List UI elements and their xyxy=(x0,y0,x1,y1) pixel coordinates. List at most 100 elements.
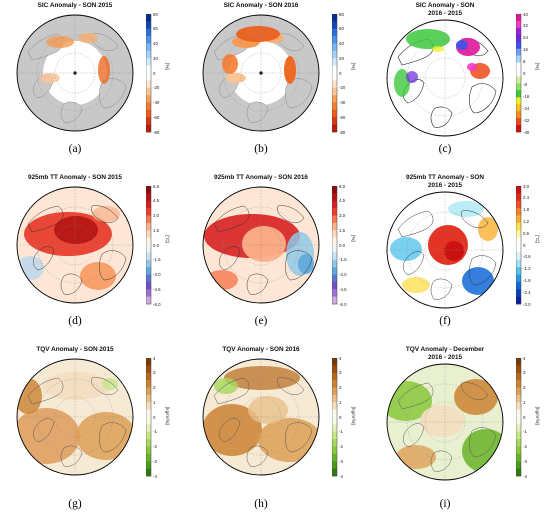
colorbar-tick-label: 4 xyxy=(339,355,342,361)
colorbar-tick-label: 0 xyxy=(153,414,156,420)
colorbar-tick-label: 1 xyxy=(339,399,342,405)
colorbar-swatch xyxy=(146,259,151,268)
colorbar-swatch xyxy=(146,36,151,44)
colorbar-swatch xyxy=(332,58,337,66)
colorbar-tick-label: -60 xyxy=(339,114,346,120)
map-panel: TQV Anomaly - SON 2015 4 3 2 1 0 -1 -2 -3 -4 [kg/m… xyxy=(0,344,183,516)
panel-title: SIC Anomaly - SON 2015 xyxy=(37,2,113,9)
colorbar-swatch xyxy=(516,237,521,246)
colorbar-swatch xyxy=(332,394,337,403)
colorbar-swatch xyxy=(332,124,337,133)
colorbar-swatch xyxy=(146,409,151,418)
colorbar-swatch xyxy=(516,125,521,133)
colorbar-swatch xyxy=(146,124,151,133)
colorbar xyxy=(516,186,522,305)
colorbar-swatch xyxy=(146,417,151,425)
anomaly-patch xyxy=(76,412,133,460)
anomaly-patch xyxy=(17,256,44,280)
colorbar-swatch xyxy=(516,111,521,119)
colorbar-unit-label: [%] xyxy=(351,63,356,70)
colorbar-tick-label: -16 xyxy=(523,94,530,100)
colorbar-tick-label: 20 xyxy=(153,55,158,61)
colorbar-swatch xyxy=(332,380,337,388)
colorbar xyxy=(332,186,338,305)
panel-caption: (f) xyxy=(439,315,451,327)
colorbar-swatch xyxy=(332,252,337,261)
colorbar-tick-label: -1.5 xyxy=(339,257,347,263)
colorbar-tick-label: 40 xyxy=(523,11,528,17)
colorbar-swatch xyxy=(146,267,151,275)
colorbar-tick-label: 6.0 xyxy=(339,183,346,189)
colorbar-tick-label: 4.5 xyxy=(339,198,346,204)
colorbar-swatch xyxy=(146,58,151,66)
colorbar-swatch xyxy=(146,21,151,30)
colorbar-swatch xyxy=(516,372,521,381)
colorbar-swatch xyxy=(516,76,521,84)
colorbar-swatch xyxy=(146,468,151,477)
anomaly-patch xyxy=(420,405,464,437)
colorbar-swatch xyxy=(146,87,151,96)
map-panel: 925mb TT Anomaly - SON 2015 6.0 4.5 3.0 1.5 0… xyxy=(0,172,183,344)
map-border xyxy=(202,186,320,304)
colorbar-swatch xyxy=(516,193,521,202)
colorbar-frame xyxy=(332,186,338,305)
colorbar-swatch xyxy=(332,14,337,22)
colorbar-tick-label: -1 xyxy=(153,429,157,435)
colorbar-tick-label: 0 xyxy=(153,70,156,76)
map-border xyxy=(16,358,134,476)
anomaly-patch xyxy=(456,40,468,50)
colorbar-tick-label: 20 xyxy=(339,55,344,61)
colorbar-tick-label: -3.0 xyxy=(339,272,347,277)
anomaly-patch xyxy=(454,379,498,415)
anomaly-patch xyxy=(78,33,98,43)
colorbar-swatch xyxy=(146,402,151,410)
colorbar-tick-label: -1 xyxy=(523,429,527,435)
anomaly-patch xyxy=(224,366,300,390)
colorbar-swatch xyxy=(516,417,521,425)
colorbar xyxy=(332,14,338,133)
colorbar-tick-label: 3 xyxy=(153,370,156,376)
colorbar-unit-label: [kg/m²/s] xyxy=(535,407,540,425)
colorbar-swatch xyxy=(516,402,521,410)
colorbar-swatch xyxy=(332,245,337,253)
colorbar-swatch xyxy=(332,21,337,30)
colorbar xyxy=(146,186,152,305)
colorbar-tick-label: -4.5 xyxy=(339,286,347,292)
anomaly-patch xyxy=(284,56,296,84)
colorbar-tick-label: -1.8 xyxy=(523,277,531,283)
colorbar-swatch xyxy=(516,252,521,261)
colorbar-swatch xyxy=(332,439,337,447)
colorbar-swatch xyxy=(332,289,337,297)
panel-caption: (e) xyxy=(254,315,268,327)
panel-caption: (g) xyxy=(68,498,82,510)
panel-title: TQV Anomaly - SON 2015 xyxy=(36,346,114,353)
colorbar-tick-label: -80 xyxy=(153,129,160,135)
colorbar-swatch xyxy=(516,230,521,238)
colorbar-tick-label: -1.2 xyxy=(523,266,531,272)
colorbar-swatch xyxy=(516,424,521,433)
colorbar-swatch xyxy=(332,50,337,59)
colorbar-swatch xyxy=(516,267,521,275)
anomaly-patch xyxy=(462,429,503,473)
panel-caption: (c) xyxy=(438,143,452,155)
colorbar-swatch xyxy=(146,14,151,22)
colorbar-swatch xyxy=(146,80,151,89)
colorbar-swatch xyxy=(516,55,521,63)
anomaly-patch xyxy=(396,445,436,469)
colorbar-frame xyxy=(146,14,152,133)
colorbar-swatch xyxy=(332,409,337,418)
colorbar-tick-label: 6.0 xyxy=(153,183,160,189)
polar-map xyxy=(202,186,320,304)
colorbar-swatch xyxy=(332,417,337,425)
colorbar-tick-label: 2.4 xyxy=(523,195,530,201)
colorbar-tick-label: 80 xyxy=(339,11,344,17)
colorbar-swatch xyxy=(146,186,151,194)
colorbar-swatch xyxy=(146,50,151,59)
colorbar-swatch xyxy=(332,193,337,202)
colorbar-swatch xyxy=(146,222,151,231)
anomaly-patch xyxy=(298,254,314,274)
colorbar-swatch xyxy=(146,372,151,381)
colorbar-unit-label: [%] xyxy=(351,235,356,242)
colorbar xyxy=(332,358,338,477)
map-panel: TQV Anomaly - SON 2016 4 3 2 1 0 -1 -2 -3 -4 [kg/m… xyxy=(186,344,369,516)
